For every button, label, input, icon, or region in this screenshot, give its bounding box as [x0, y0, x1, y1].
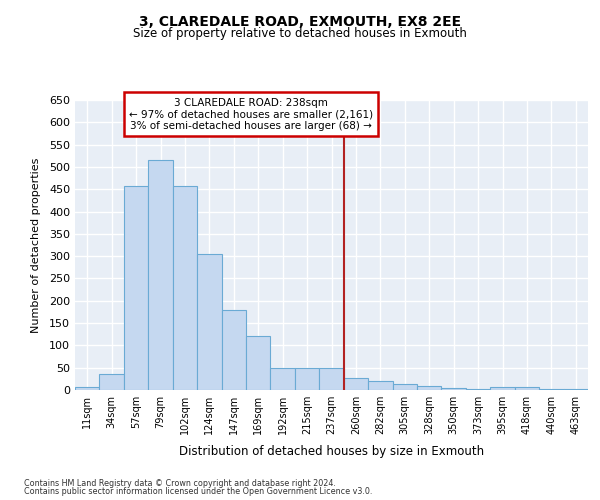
Bar [148, 160, 173, 390]
Text: Contains public sector information licensed under the Open Government Licence v3: Contains public sector information licen… [24, 487, 373, 496]
Bar [124, 186, 148, 390]
Text: 3 CLAREDALE ROAD: 238sqm
← 97% of detached houses are smaller (2,161)
3% of semi: 3 CLAREDALE ROAD: 238sqm ← 97% of detach… [129, 98, 373, 131]
Bar [344, 378, 368, 390]
Bar [417, 386, 442, 390]
Bar [515, 387, 539, 390]
Bar [392, 384, 417, 390]
Bar [442, 388, 466, 390]
Bar [490, 387, 515, 390]
Text: Size of property relative to detached houses in Exmouth: Size of property relative to detached ho… [133, 28, 467, 40]
Bar [295, 368, 319, 390]
Bar [75, 387, 100, 390]
Bar [173, 186, 197, 390]
Bar [271, 368, 295, 390]
Bar [368, 381, 392, 390]
Y-axis label: Number of detached properties: Number of detached properties [31, 158, 41, 332]
Bar [466, 388, 490, 390]
Bar [197, 254, 221, 390]
Text: 3, CLAREDALE ROAD, EXMOUTH, EX8 2EE: 3, CLAREDALE ROAD, EXMOUTH, EX8 2EE [139, 15, 461, 29]
Bar [100, 374, 124, 390]
Bar [319, 368, 344, 390]
Bar [539, 388, 563, 390]
Bar [246, 336, 271, 390]
X-axis label: Distribution of detached houses by size in Exmouth: Distribution of detached houses by size … [179, 446, 484, 458]
Bar [221, 310, 246, 390]
Bar [563, 388, 588, 390]
Text: Contains HM Land Registry data © Crown copyright and database right 2024.: Contains HM Land Registry data © Crown c… [24, 479, 336, 488]
